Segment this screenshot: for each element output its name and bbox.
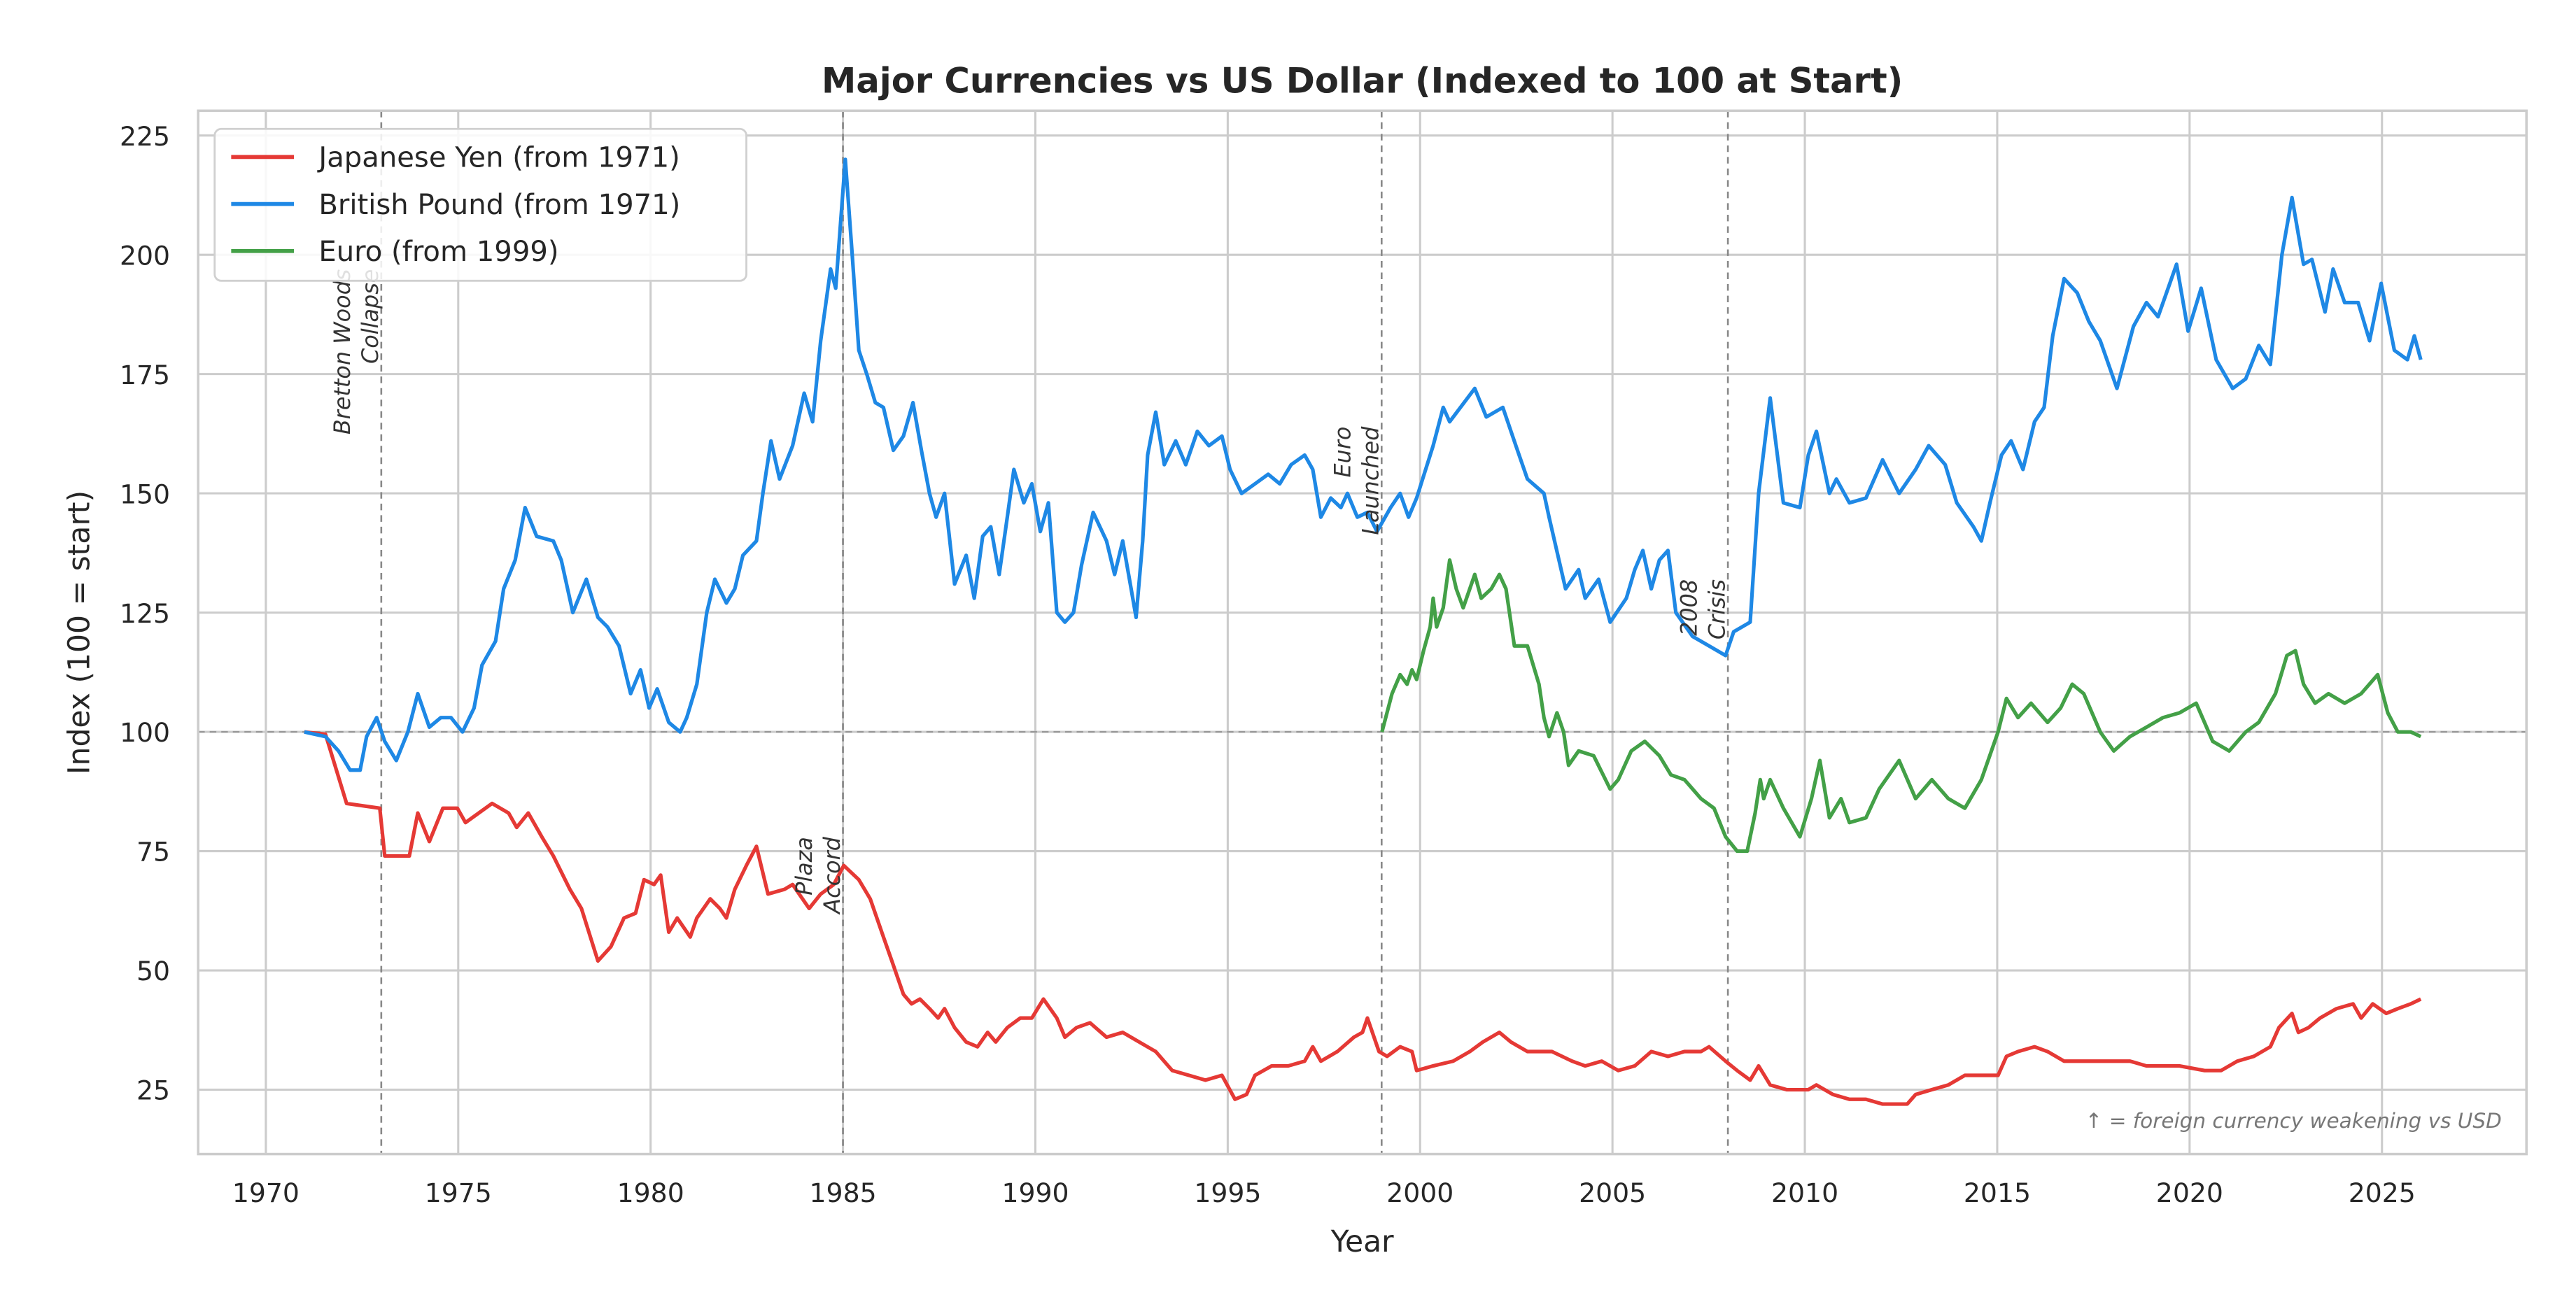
event-annotation-label: Crisis: [1703, 579, 1730, 639]
event-annotation-label: 2008: [1675, 579, 1702, 636]
y-tick-labels: 25 50 75 100 125 150 175 200 225: [120, 121, 170, 1106]
x-tick-label: 1980: [617, 1177, 684, 1208]
series-line-0: [304, 730, 2422, 1106]
grid: [198, 111, 2527, 1154]
x-tick-label: 2000: [1386, 1177, 1454, 1208]
reference-lines: [198, 111, 2527, 1154]
x-tick-label: 1990: [1001, 1177, 1069, 1208]
y-tick-label: 150: [120, 479, 170, 509]
legend: Japanese Yen (from 1971) British Pound (f…: [213, 127, 747, 282]
x-tick-label: 2025: [2349, 1177, 2416, 1208]
footnote: ↑ = foreign currency weakening vs USD: [2085, 1109, 2502, 1133]
x-tick-label: 2005: [1579, 1177, 1646, 1208]
y-axis-label: Index (100 = start): [62, 490, 97, 774]
y-tick-label: 125: [120, 598, 170, 629]
plot-frame: [197, 109, 2528, 1156]
event-annotation-label: Launched: [1358, 426, 1384, 535]
chart-title: Major Currencies vs US Dollar (Indexed t…: [822, 60, 1903, 101]
x-tick-label: 2015: [1964, 1177, 2031, 1208]
legend-entry: Japanese Yen (from 1971): [316, 142, 680, 174]
x-tick-label: 1995: [1194, 1177, 1261, 1208]
y-tick-label: 200: [120, 240, 170, 271]
x-tick-label: 1970: [232, 1177, 300, 1208]
x-axis-label: Year: [1330, 1225, 1394, 1259]
y-tick-label: 225: [120, 121, 170, 152]
event-annotations: Bretton Woods Collapse Plaza Accord Euro Laun…: [329, 269, 1730, 915]
x-tick-labels: 1970 1975 1980 1985 1990 1995 2000 2005 2010 2015…: [232, 1177, 2416, 1208]
y-tick-label: 25: [136, 1075, 170, 1106]
series-line-1: [304, 157, 2423, 772]
x-tick-label: 2020: [2156, 1177, 2223, 1208]
legend-box: [213, 127, 747, 282]
y-tick-label: 175: [120, 360, 170, 390]
x-tick-label: 2010: [1771, 1177, 1838, 1208]
y-tick-label: 100: [120, 717, 170, 748]
event-annotation-label: Accord: [819, 836, 845, 914]
event-annotation-label: Collapse: [357, 269, 383, 364]
x-tick-label: 1985: [810, 1177, 877, 1208]
y-tick-label: 50: [136, 956, 170, 986]
legend-entry: Euro (from 1999): [318, 236, 558, 268]
event-annotation-label: Euro: [1329, 427, 1356, 478]
series-lines: [304, 157, 2423, 1106]
y-tick-label: 75: [136, 837, 170, 868]
x-tick-label: 1975: [425, 1177, 492, 1208]
event-annotation-label: Plaza: [791, 837, 817, 896]
event-annotation-label: Bretton Woods: [329, 269, 356, 435]
legend-entry: British Pound (from 1971): [318, 189, 680, 221]
series-line-2: [1380, 558, 2422, 854]
